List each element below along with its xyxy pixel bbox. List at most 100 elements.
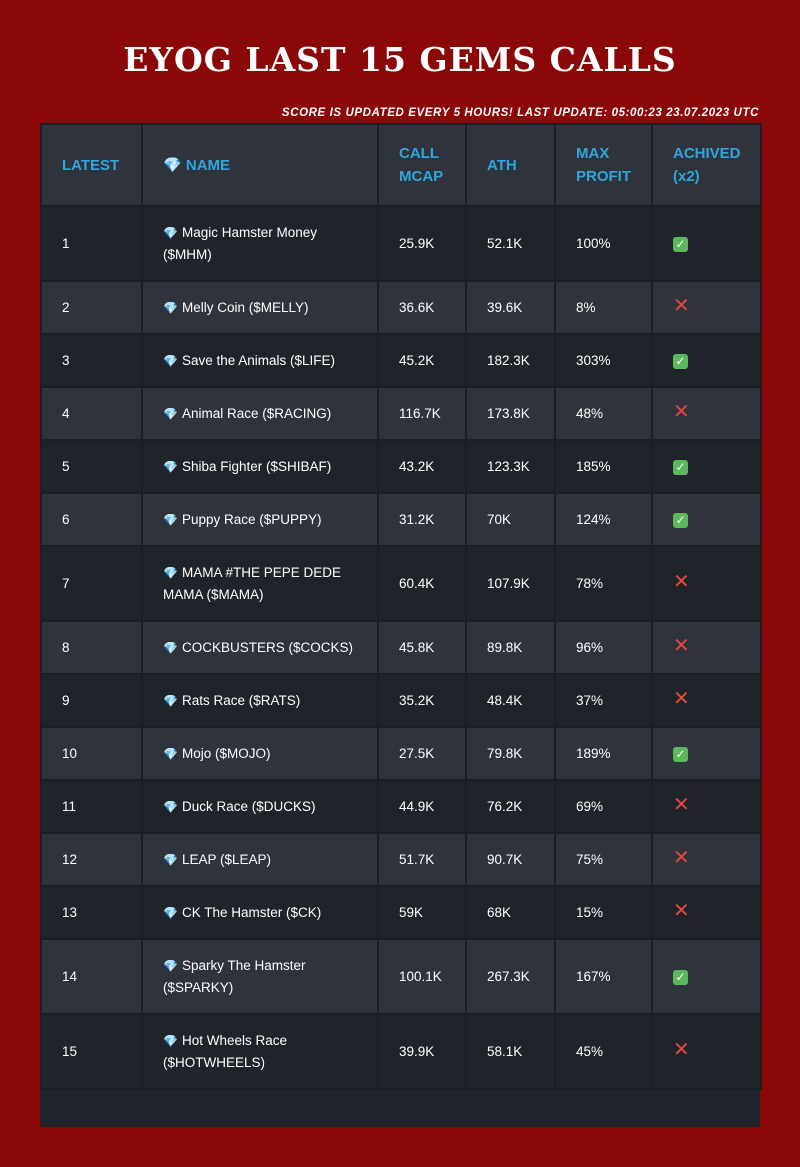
cell-name: 💎 Shiba Fighter ($SHIBAF)	[142, 440, 378, 493]
table-row: 12 💎 LEAP ($LEAP) 51.7K 90.7K 75% ✕	[41, 833, 761, 886]
column-header-achived: ACHIVED (x2)	[652, 124, 761, 206]
cross-mark-icon: ✕	[673, 900, 690, 922]
cell-call-mcap: 45.2K	[378, 334, 466, 387]
diamond-icon: 💎	[163, 959, 178, 973]
diamond-icon: 💎	[163, 566, 178, 580]
cell-achieved: ✓	[652, 493, 761, 546]
diamond-icon: 💎	[163, 800, 178, 814]
diamond-icon: 💎	[163, 1034, 178, 1048]
cell-call-mcap: 45.8K	[378, 621, 466, 674]
table-row: 3 💎 Save the Animals ($LIFE) 45.2K 182.3K 303…	[41, 334, 761, 387]
cell-ath: 68K	[466, 886, 555, 939]
cell-achieved: ✓	[652, 440, 761, 493]
cell-call-mcap: 60.4K	[378, 546, 466, 621]
table-row: 1 💎 Magic Hamster Money ($MHM) 25.9K 52.1K 10…	[41, 206, 761, 281]
cell-ath: 173.8K	[466, 387, 555, 440]
cell-max-profit: 96%	[555, 621, 652, 674]
gems-table-container: LATEST 💎 NAME CALL MCAP ATH MAX PROFIT ACH…	[40, 123, 760, 1127]
token-name: Mojo ($MOJO)	[182, 746, 271, 761]
cell-latest: 3	[41, 334, 142, 387]
column-header-name-label: NAME	[186, 157, 230, 174]
column-header-max-profit-line2: PROFIT	[576, 168, 631, 185]
table-row: 2 💎 Melly Coin ($MELLY) 36.6K 39.6K 8% ✕	[41, 281, 761, 334]
cell-ath: 123.3K	[466, 440, 555, 493]
table-row: 6 💎 Puppy Race ($PUPPY) 31.2K 70K 124% ✓	[41, 493, 761, 546]
cell-achieved: ✕	[652, 281, 761, 334]
cell-latest: 11	[41, 780, 142, 833]
cell-call-mcap: 35.2K	[378, 674, 466, 727]
column-header-latest-label: LATEST	[62, 157, 119, 174]
column-header-max-profit: MAX PROFIT	[555, 124, 652, 206]
diamond-icon: 💎	[163, 301, 178, 315]
cell-call-mcap: 36.6K	[378, 281, 466, 334]
cell-name: 💎 Hot Wheels Race ($HOTWHEELS)	[142, 1014, 378, 1089]
cell-call-mcap: 59K	[378, 886, 466, 939]
cell-achieved: ✕	[652, 886, 761, 939]
diamond-icon: 💎	[163, 641, 178, 655]
cross-mark-icon: ✕	[673, 401, 690, 423]
cell-latest: 10	[41, 727, 142, 780]
column-header-max-profit-line1: MAX	[576, 145, 609, 162]
column-header-name: 💎 NAME	[142, 124, 378, 206]
column-header-ath: ATH	[466, 124, 555, 206]
cell-name: 💎 Sparky The Hamster ($SPARKY)	[142, 939, 378, 1014]
cell-call-mcap: 25.9K	[378, 206, 466, 281]
diamond-icon: 💎	[163, 513, 178, 527]
cell-achieved: ✓	[652, 727, 761, 780]
table-row: 5 💎 Shiba Fighter ($SHIBAF) 43.2K 123.3K 185%…	[41, 440, 761, 493]
diamond-icon: 💎	[163, 906, 178, 920]
cell-call-mcap: 27.5K	[378, 727, 466, 780]
gems-table: LATEST 💎 NAME CALL MCAP ATH MAX PROFIT ACH…	[40, 123, 762, 1090]
token-name: MAMA #THE PEPE DEDE MAMA ($MAMA)	[163, 565, 341, 602]
cross-mark-icon: ✕	[673, 688, 690, 710]
check-mark-icon: ✓	[673, 970, 688, 985]
cell-call-mcap: 39.9K	[378, 1014, 466, 1089]
cell-achieved: ✕	[652, 621, 761, 674]
check-mark-icon: ✓	[673, 237, 688, 252]
token-name: Rats Race ($RATS)	[182, 693, 300, 708]
table-row: 7 💎 MAMA #THE PEPE DEDE MAMA ($MAMA) 60.4K 1…	[41, 546, 761, 621]
cell-latest: 14	[41, 939, 142, 1014]
cell-name: 💎 LEAP ($LEAP)	[142, 833, 378, 886]
cell-name: 💎 Animal Race ($RACING)	[142, 387, 378, 440]
cell-ath: 107.9K	[466, 546, 555, 621]
cell-max-profit: 45%	[555, 1014, 652, 1089]
cell-call-mcap: 51.7K	[378, 833, 466, 886]
diamond-icon: 💎	[163, 157, 182, 174]
check-mark-icon: ✓	[673, 460, 688, 475]
cross-mark-icon: ✕	[673, 794, 690, 816]
cell-achieved: ✓	[652, 206, 761, 281]
cell-latest: 8	[41, 621, 142, 674]
cell-ath: 182.3K	[466, 334, 555, 387]
cell-latest: 12	[41, 833, 142, 886]
token-name: Shiba Fighter ($SHIBAF)	[182, 459, 331, 474]
table-header-row: LATEST 💎 NAME CALL MCAP ATH MAX PROFIT ACH…	[41, 124, 761, 206]
cell-name: 💎 COCKBUSTERS ($COCKS)	[142, 621, 378, 674]
table-body: 1 💎 Magic Hamster Money ($MHM) 25.9K 52.1K 10…	[41, 206, 761, 1089]
cell-latest: 5	[41, 440, 142, 493]
token-name: Melly Coin ($MELLY)	[182, 300, 309, 315]
diamond-icon: 💎	[163, 226, 178, 240]
cell-achieved: ✕	[652, 546, 761, 621]
cell-achieved: ✕	[652, 1014, 761, 1089]
check-mark-icon: ✓	[673, 513, 688, 528]
table-row: 4 💎 Animal Race ($RACING) 116.7K 173.8K 48% ✕	[41, 387, 761, 440]
cell-call-mcap: 100.1K	[378, 939, 466, 1014]
table-row: 10 💎 Mojo ($MOJO) 27.5K 79.8K 189% ✓	[41, 727, 761, 780]
column-header-achived-line1: ACHIVED	[673, 145, 741, 162]
cell-ath: 76.2K	[466, 780, 555, 833]
update-notice: SCORE IS UPDATED EVERY 5 HOURS! LAST UPD…	[282, 106, 759, 120]
table-row: 13 💎 CK The Hamster ($CK) 59K 68K 15% ✕	[41, 886, 761, 939]
cell-ath: 90.7K	[466, 833, 555, 886]
table-row: 11 💎 Duck Race ($DUCKS) 44.9K 76.2K 69% ✕	[41, 780, 761, 833]
cell-max-profit: 189%	[555, 727, 652, 780]
table-row: 8 💎 COCKBUSTERS ($COCKS) 45.8K 89.8K 96% ✕	[41, 621, 761, 674]
cross-mark-icon: ✕	[673, 635, 690, 657]
cell-name: 💎 Duck Race ($DUCKS)	[142, 780, 378, 833]
cell-name: 💎 Puppy Race ($PUPPY)	[142, 493, 378, 546]
cell-call-mcap: 116.7K	[378, 387, 466, 440]
token-name: Hot Wheels Race ($HOTWHEELS)	[163, 1033, 287, 1070]
cell-call-mcap: 44.9K	[378, 780, 466, 833]
diamond-icon: 💎	[163, 354, 178, 368]
cell-max-profit: 69%	[555, 780, 652, 833]
